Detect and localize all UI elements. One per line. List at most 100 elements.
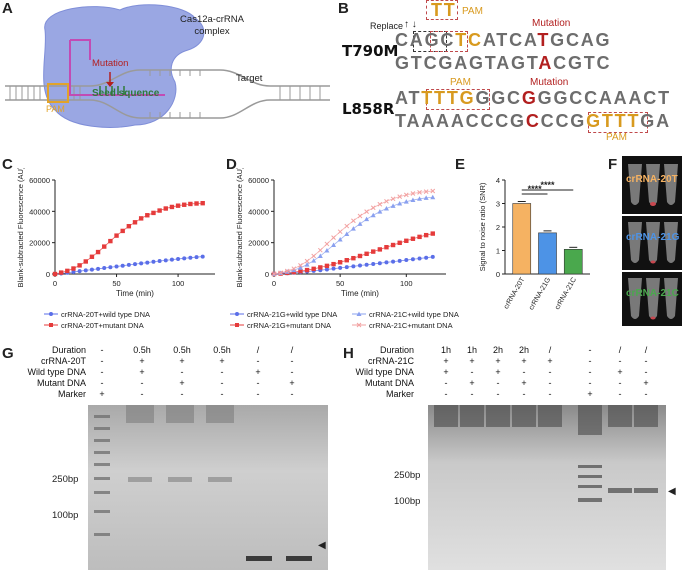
- lane-cell: +: [443, 367, 449, 377]
- y-tick-label: 20000: [248, 239, 269, 248]
- data-point: [390, 196, 396, 202]
- t790m-seq-top-b: ATCA: [482, 30, 538, 50]
- replace-arrows: ↑ ↓: [404, 19, 417, 30]
- y-tick-label: 60000: [29, 176, 50, 185]
- series-1: [52, 200, 205, 277]
- data-point: [291, 266, 297, 272]
- x-tick-label: 0: [272, 279, 276, 288]
- sig-label-2: ****: [540, 180, 555, 190]
- bar-0: [512, 203, 532, 275]
- bar-2: [563, 249, 583, 275]
- data-point: [370, 205, 376, 211]
- lane-cell: +: [469, 378, 475, 388]
- row-label: crRNA-20T: [40, 356, 86, 366]
- lane-cell: -: [100, 345, 104, 355]
- data-point: [145, 213, 150, 218]
- data-point: [102, 266, 107, 271]
- legend-marker: [49, 312, 53, 316]
- data-point: [317, 253, 323, 258]
- lane-cell: 2h: [518, 345, 529, 355]
- legend-label: crRNA-21G+wild type DNA: [247, 310, 337, 319]
- data-point: [324, 263, 330, 269]
- data-point: [297, 265, 303, 270]
- lane-cell: -: [470, 367, 474, 377]
- mutation-label-a: Mutation: [92, 58, 129, 69]
- data-point: [284, 268, 290, 274]
- lane-cell: +: [587, 389, 593, 399]
- l858r-mut-bot: C: [525, 111, 541, 131]
- lane-cell: -: [180, 389, 184, 399]
- row-label: Duration: [379, 345, 414, 355]
- series-3: [271, 188, 436, 277]
- l858r-seq-top-c: GGCCAAACT: [537, 88, 671, 108]
- legend-marker: [356, 311, 362, 316]
- t790m-seq-top-c: GCAG: [550, 30, 612, 50]
- data-point: [83, 268, 88, 273]
- data-point: [65, 268, 70, 274]
- lane-cell: /: [290, 345, 294, 355]
- data-point: [157, 208, 162, 213]
- lane-cell: +: [139, 367, 145, 377]
- gel-g-image: [88, 405, 328, 570]
- data-point: [344, 231, 350, 237]
- data-point: [194, 201, 199, 206]
- y-axis-label: Blank-subtracted Fluorescence (AU): [16, 168, 25, 287]
- lane-cell: -: [100, 356, 104, 366]
- data-point: [298, 263, 303, 268]
- lane-cell: 2h: [492, 345, 503, 355]
- l858r-pam-bot: GTTT: [586, 111, 641, 131]
- x-tick-label: 50: [336, 279, 344, 288]
- lane-cell: 0.5h: [173, 345, 191, 355]
- data-point: [410, 257, 415, 262]
- y-tick-label: 60000: [248, 176, 269, 185]
- gel-g-marker-250: 250bp: [52, 474, 79, 485]
- lane-cell: -: [588, 378, 592, 388]
- data-point: [108, 265, 113, 270]
- lane-cell: -: [290, 367, 294, 377]
- data-point: [417, 256, 422, 261]
- data-point: [417, 196, 423, 201]
- data-point: [311, 266, 316, 272]
- lane-cell: -: [588, 345, 592, 355]
- y-tick-label: 3: [496, 200, 500, 209]
- data-point: [52, 271, 58, 277]
- legend-label: crRNA-21C+mutant DNA: [369, 321, 453, 330]
- legend-label: crRNA-20T+mutant DNA: [61, 321, 144, 330]
- l858r-top-strand: ATTTTGGGCGGGCCAAACT: [395, 88, 671, 109]
- lane-cell: 0.5h: [213, 345, 231, 355]
- lane-cell: -: [220, 389, 224, 399]
- panel-label-h: H: [343, 345, 354, 362]
- data-point: [151, 259, 156, 264]
- data-point: [138, 216, 144, 221]
- data-point: [175, 203, 181, 208]
- data-point: [403, 199, 409, 204]
- category-label: crRNA-21C: [554, 277, 578, 312]
- data-point: [390, 203, 396, 208]
- data-point: [304, 258, 310, 264]
- data-point: [311, 258, 317, 263]
- lane-cell: +: [495, 367, 501, 377]
- data-point: [182, 202, 187, 207]
- data-point: [318, 265, 323, 270]
- lane-cell: -: [290, 389, 294, 399]
- gel-g-bands: [94, 405, 312, 561]
- complex-label-2: complex: [194, 26, 230, 37]
- data-point: [108, 238, 113, 244]
- data-point: [351, 218, 356, 224]
- data-point: [350, 226, 356, 231]
- data-point: [430, 194, 436, 200]
- data-point: [71, 269, 76, 274]
- lane-cell: -: [100, 367, 104, 377]
- y-tick-label: 40000: [248, 207, 269, 216]
- lane-cell: +: [99, 389, 105, 399]
- gel-g-marker-100: 100bp: [52, 510, 79, 521]
- y-axis-label: Blank-subtracted Fluorescence (AU): [235, 168, 244, 287]
- data-point: [337, 237, 343, 242]
- x-axis-label: Time (min): [116, 289, 154, 298]
- pam-box-l858r-top: [426, 89, 490, 110]
- data-point: [410, 236, 416, 241]
- pam-label-a: PAM: [46, 104, 65, 114]
- gel-g-arrow-icon: ◀: [318, 540, 326, 551]
- data-point: [324, 267, 329, 272]
- lane-cell: +: [139, 356, 145, 366]
